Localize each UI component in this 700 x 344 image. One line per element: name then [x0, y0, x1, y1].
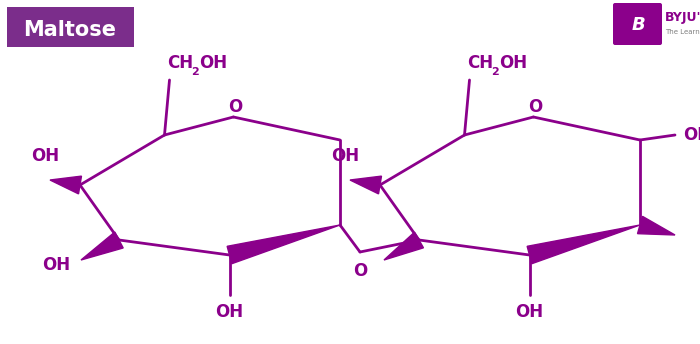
Text: 2: 2 [491, 67, 499, 77]
Text: O: O [353, 262, 367, 280]
Polygon shape [227, 225, 340, 264]
FancyBboxPatch shape [7, 7, 134, 47]
Text: OH: OH [31, 147, 59, 165]
Text: The Learning App: The Learning App [665, 29, 700, 35]
Polygon shape [384, 232, 424, 260]
Text: OH: OH [515, 303, 544, 321]
Polygon shape [81, 232, 123, 260]
FancyBboxPatch shape [613, 3, 662, 45]
Text: CH: CH [167, 54, 194, 72]
Text: O: O [528, 98, 542, 116]
Text: B: B [631, 16, 645, 34]
Polygon shape [638, 216, 675, 235]
Text: Maltose: Maltose [24, 20, 116, 40]
Text: BYJU'S: BYJU'S [665, 11, 700, 24]
Text: 2: 2 [192, 67, 199, 77]
Text: O: O [228, 98, 242, 116]
Polygon shape [527, 225, 640, 264]
Text: CH: CH [468, 54, 493, 72]
Text: OH: OH [216, 303, 244, 321]
Polygon shape [350, 176, 382, 194]
Polygon shape [50, 176, 81, 194]
Text: OH: OH [500, 54, 528, 72]
Text: OH: OH [331, 147, 359, 165]
Text: OH: OH [42, 256, 70, 274]
Text: OH: OH [683, 126, 700, 144]
Text: OH: OH [199, 54, 228, 72]
